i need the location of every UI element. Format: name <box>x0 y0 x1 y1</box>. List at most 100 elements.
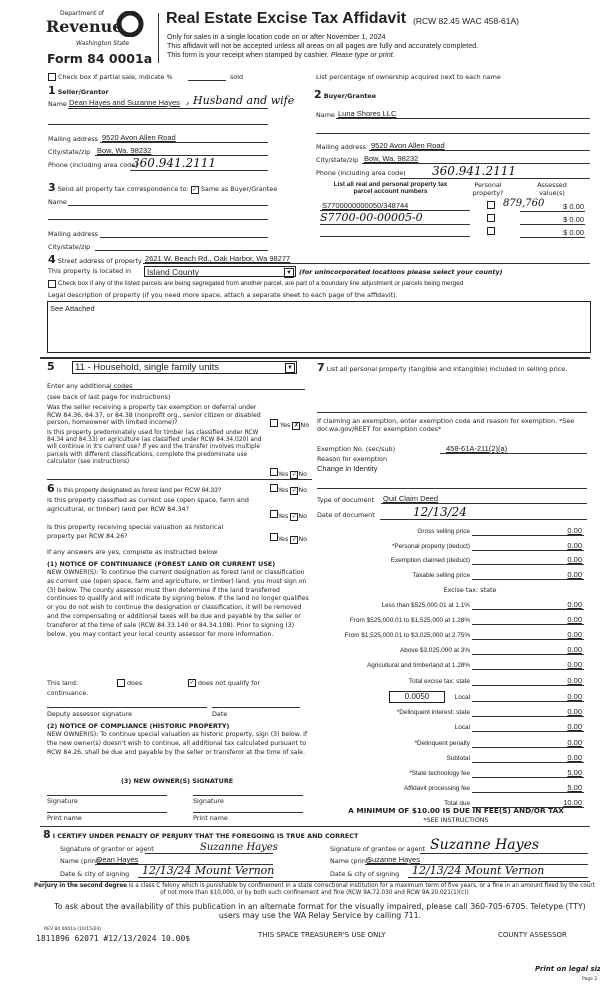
section-number: 4 <box>48 253 56 266</box>
additional-codes-label: Enter any additional codes <box>47 382 133 390</box>
tax-row-value[interactable]: 0.00 <box>567 738 582 747</box>
tax-row-value[interactable]: 5.00 <box>567 768 582 777</box>
deputy-date-field[interactable] <box>212 707 300 708</box>
seller-phone-field[interactable]: 360.941.2111 <box>132 156 216 170</box>
seller-name-line2[interactable] <box>48 124 268 125</box>
tax-row-value[interactable]: 0.00 <box>567 555 582 564</box>
parcel-number-field[interactable]: S7700000000050/348744 <box>322 201 409 210</box>
corr-name-line2[interactable] <box>48 219 268 220</box>
doc-date-field[interactable]: 12/13/24 <box>413 505 467 519</box>
assessed-value-field[interactable]: $ 0.00 <box>563 215 584 224</box>
grantee-date-field[interactable]: 12/13/24 Mount Vernon <box>412 864 545 877</box>
property-address-field[interactable]: 2621 W. Beach Rd., Oak Harbor, Wa 98277 <box>145 254 291 263</box>
buyer-city-field[interactable]: Bow, Wa. 98232 <box>364 154 419 163</box>
current-use-yes-checkbox[interactable] <box>270 510 278 518</box>
revision-label: REV 84 0001a (10/15/24) <box>44 927 101 932</box>
tax-row-line <box>472 701 584 702</box>
corr-city-field[interactable] <box>95 250 268 251</box>
tax-row-value[interactable]: 10.00 <box>563 798 582 807</box>
seller-name-field[interactable]: Dean Hayes and Suzanne Hayes <box>69 98 180 107</box>
tax-row-value[interactable]: 0.00 <box>567 753 582 762</box>
county-select[interactable]: Island County ▼ <box>144 266 296 278</box>
segregation-checkbox[interactable] <box>48 280 56 288</box>
tax-row-value[interactable]: 0.00 <box>567 707 582 716</box>
local-rate-field[interactable]: 0.0050 <box>389 691 445 703</box>
same-as-buyer-checkbox[interactable]: ✓ <box>190 186 199 194</box>
tax-row-value[interactable]: 0.00 <box>567 676 582 685</box>
grantor-date-field[interactable]: 12/13/24 Mount Vernon <box>142 864 275 877</box>
tax-row-value[interactable]: 0.00 <box>567 600 582 609</box>
parcel-number-field[interactable] <box>320 236 470 237</box>
legal-description-field[interactable]: See Attached <box>47 301 591 353</box>
grantor-signature[interactable]: Suzanne Hayes <box>200 842 278 853</box>
personal-property-field[interactable] <box>317 412 587 413</box>
county-value: Island County <box>147 267 199 277</box>
timber-no-checkbox[interactable]: ✓ <box>290 471 299 479</box>
grantee-name-field[interactable]: Suzanne Hayes <box>367 855 420 864</box>
buyer-name-field[interactable]: Luna Shores LLC <box>338 109 397 118</box>
continuance-label: continuance. <box>47 689 89 697</box>
minimum-due-note: A MINIMUM OF $10.00 IS DUE IN FEE(S) AND… <box>348 806 564 815</box>
tax-row-value[interactable]: 0.00 <box>567 645 582 654</box>
tax-row-value[interactable]: 0.00 <box>567 526 582 535</box>
assessed-value-field[interactable]: $ 0.00 <box>563 228 584 237</box>
tax-row-value[interactable]: 0.00 <box>567 630 582 639</box>
personal-property-checkbox[interactable] <box>487 201 495 209</box>
historical-yes-checkbox[interactable] <box>270 533 278 541</box>
parcel-header-line: parcel account numbers <box>353 188 428 195</box>
exemption-no-field[interactable]: 458-61A-211(2)(a) <box>446 444 508 453</box>
does-not-qualify-checkbox[interactable]: ✓ <box>188 679 196 687</box>
land-use-code-select[interactable]: 11 - Household, single family units ▼ <box>72 361 297 374</box>
owner-print-name-field[interactable] <box>47 812 167 813</box>
tax-row-value[interactable]: 0.00 <box>567 722 582 731</box>
tax-row-line <box>472 716 584 717</box>
tax-row-value[interactable]: 0.00 <box>567 541 582 550</box>
corr-name-field[interactable] <box>68 205 268 206</box>
owner-signature-field[interactable] <box>47 795 167 796</box>
corr-mail-field[interactable] <box>100 237 268 238</box>
assessed-value-field[interactable]: $ 0.00 <box>563 202 584 211</box>
tax-row-line <box>472 792 584 793</box>
additional-codes-field[interactable] <box>110 389 305 390</box>
tax-row-line <box>472 731 584 732</box>
exemption-no-checkbox[interactable]: ✗ <box>292 422 301 430</box>
tax-row-value[interactable]: 0.00 <box>567 692 582 701</box>
perjury-note: Perjury in the second degree is a class … <box>32 883 597 897</box>
grantor-name-field[interactable]: Dean Hayes <box>97 855 139 864</box>
forest-yes-checkbox[interactable] <box>270 484 278 492</box>
seller-phone-label: Phone (including area code) <box>48 161 138 169</box>
buyer-mail-field[interactable]: 9520 Avon Allen Road <box>371 141 445 150</box>
buyer-name-line2[interactable] <box>316 133 590 134</box>
deputy-signature-field[interactable] <box>47 707 207 708</box>
timber-yes-checkbox[interactable] <box>270 468 278 476</box>
personal-property-checkbox[interactable] <box>487 214 495 222</box>
personal-property-checkbox[interactable] <box>487 227 495 235</box>
current-use-no-checkbox[interactable]: ✓ <box>290 513 299 521</box>
section-number: 7 <box>317 361 325 374</box>
parcel-header-line: List all real and personal property tax <box>333 181 448 188</box>
partial-sale-checkbox[interactable] <box>48 73 56 81</box>
buyer-phone-field[interactable]: 360.941.2111 <box>432 164 516 178</box>
tax-row-value[interactable]: 5.00 <box>567 783 582 792</box>
exemption-yes-checkbox[interactable] <box>270 419 278 427</box>
does-qualify-checkbox[interactable] <box>117 679 125 687</box>
owner-signature-field[interactable] <box>193 795 303 796</box>
owner-print-name-field[interactable] <box>193 812 303 813</box>
section-number: 1 <box>48 84 56 97</box>
grantee-signature[interactable]: Suzanne Hayes <box>430 837 540 853</box>
tax-row-value[interactable]: 0.00 <box>567 570 582 579</box>
historical-no-checkbox[interactable]: ✓ <box>290 536 299 544</box>
partial-percent-field[interactable] <box>188 80 226 81</box>
tax-row-label: Total due <box>444 800 470 807</box>
tax-row-value[interactable]: 0.00 <box>567 615 582 624</box>
seller-city-field[interactable]: Bow, Wa. 98232 <box>97 146 152 155</box>
parcel-number-field[interactable]: S7700-00-00005-0 <box>320 211 423 224</box>
tax-row-value[interactable]: 0.00 <box>567 660 582 669</box>
corr-city-label: City/state/zip <box>48 243 91 251</box>
forest-no-checkbox[interactable]: ✓ <box>290 487 299 495</box>
exemption-note: If claiming an exemption, enter exemptio… <box>317 417 575 433</box>
reason-field[interactable]: Change in Identity <box>317 464 378 473</box>
doc-type-field[interactable]: Quit Claim Deed <box>383 494 439 503</box>
seller-mail-field[interactable]: 9520 Avon Allen Road <box>102 133 176 142</box>
